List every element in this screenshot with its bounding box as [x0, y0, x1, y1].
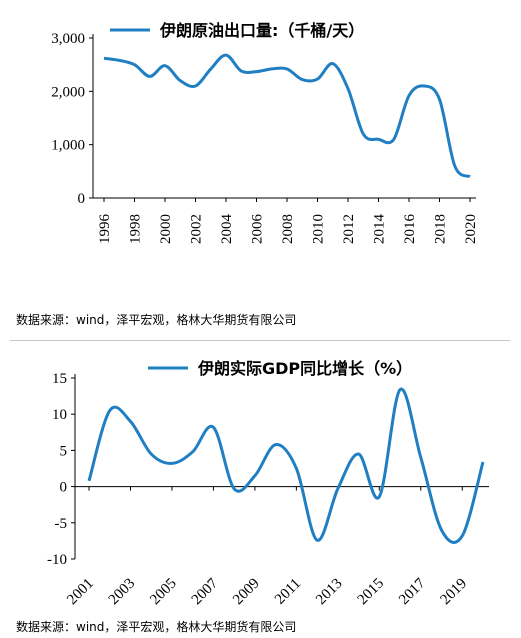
gdp-growth-data-point: [191, 450, 194, 453]
oil-export-x-tick-label: 1998: [128, 214, 144, 244]
oil-export-data-point: [225, 54, 228, 57]
oil-export-x-tick-label: 2008: [280, 214, 296, 244]
gdp-growth-data-point: [108, 409, 111, 412]
gdp-growth-data-point: [336, 487, 339, 490]
gdp-growth-data-point: [378, 495, 381, 498]
oil-export-x-tick-label: 2000: [158, 214, 174, 244]
oil-export-data-point: [453, 165, 456, 168]
oil-export-data-point: [270, 67, 273, 70]
gdp-growth-y-tick-label: 15: [52, 371, 67, 387]
oil-export-x-tick-label: 2016: [402, 214, 418, 245]
oil-export-x-tick-label: 2002: [189, 214, 205, 244]
gdp-growth-data-point: [88, 479, 91, 482]
oil-export-x-tick-label: 2006: [250, 214, 266, 245]
oil-export-data-point: [255, 70, 258, 73]
oil-export-data-point: [469, 175, 472, 178]
gdp-growth-chart: -10 -5 0 5 10 15 2001 2003 2005 2007 2009 2011 2013 2…: [0, 348, 521, 616]
gdp-growth-x-tick-label: 2013: [313, 576, 346, 609]
gdp-growth-x-tick-label: 2015: [355, 576, 388, 609]
gdp-growth-data-point: [316, 539, 319, 542]
oil-export-data-point: [118, 59, 121, 62]
oil-export-data-point: [347, 87, 350, 90]
gdp-growth-data-point: [357, 453, 360, 456]
gdp-growth-data-point: [461, 534, 464, 537]
gdp-growth-data-point: [295, 467, 298, 470]
divider: [10, 340, 510, 341]
oil-export-chart: 0 1,000 2,000 3,000 1996 1998 2000 2002 2004 2006…: [0, 0, 521, 295]
oil-export-data-point: [194, 85, 197, 88]
gdp-growth-legend-label: 伊朗实际GDP同比增长（%）: [197, 359, 412, 378]
gdp-growth-series-line: [87, 387, 485, 544]
gdp-growth-x-tick-label: 2005: [147, 576, 180, 609]
gdp-growth-data-point: [274, 443, 277, 446]
gdp-growth-data-point: [399, 388, 402, 391]
gdp-growth-x-tick-label: 2003: [106, 576, 139, 609]
gdp-growth-x-tick-label: 2017: [396, 575, 429, 608]
gdp-growth-x-tick-label: 2009: [230, 576, 263, 609]
oil-export-data-point: [331, 62, 334, 65]
source-note-top: 数据来源：wind，泽平宏观，格林大华期货有限公司: [16, 313, 297, 327]
gdp-growth-data-point: [419, 456, 422, 459]
gdp-growth-data-point: [212, 426, 215, 429]
oil-export-data-point: [316, 78, 319, 81]
oil-export-data-point: [392, 138, 395, 141]
oil-export-x-tick-label: 1996: [97, 214, 113, 245]
gdp-growth-data-point: [440, 529, 443, 532]
oil-export-data-point: [209, 67, 212, 70]
gdp-growth-y-tick-label: -5: [55, 516, 68, 532]
oil-export-x-tick-label: 2018: [433, 214, 449, 244]
oil-export-series-line: [103, 53, 471, 179]
oil-export-data-point: [286, 67, 289, 70]
gdp-growth-y-tick-label: 0: [60, 480, 68, 496]
gdp-growth-data-point: [233, 487, 236, 490]
gdp-growth-data-point: [253, 474, 256, 477]
oil-export-data-point: [423, 85, 426, 88]
oil-export-data-point: [164, 64, 167, 67]
oil-export-x-tick-label: 2010: [311, 214, 327, 244]
oil-export-data-point: [301, 78, 304, 81]
oil-export-data-point: [362, 133, 365, 136]
gdp-growth-y-tick-label: -10: [47, 552, 67, 568]
oil-export-data-point: [377, 138, 380, 141]
oil-export-data-point: [438, 98, 441, 101]
oil-export-data-point: [103, 57, 106, 60]
oil-export-data-point: [133, 63, 136, 66]
gdp-growth-y-tick-label: 5: [60, 443, 68, 459]
oil-export-data-point: [240, 70, 243, 73]
gdp-growth-data-point: [150, 453, 153, 456]
oil-export-x-tick-label: 2012: [341, 214, 357, 244]
oil-export-legend-label: 伊朗原油出口量:（千桶/天）: [159, 21, 364, 40]
oil-export-chart-svg: 0 1,000 2,000 3,000 1996 1998 2000 2002 2004 2006…: [51, 21, 479, 245]
gdp-growth-x-tick-label: 2007: [189, 575, 222, 608]
oil-export-x-tick-label: 2004: [219, 214, 235, 245]
oil-export-data-point: [148, 75, 151, 78]
source-note-bottom: 数据来源：wind，泽平宏观，格林大华期货有限公司: [16, 620, 297, 634]
gdp-growth-x-tick-label: 2019: [438, 576, 471, 609]
oil-export-y-tick-label: 3,000: [51, 31, 85, 47]
oil-export-data-point: [179, 79, 182, 82]
oil-export-x-tick-label: 2020: [463, 214, 479, 244]
gdp-growth-x-tick-label: 2011: [272, 576, 304, 608]
gdp-growth-y-tick-label: 10: [52, 407, 67, 423]
oil-export-data-point: [408, 94, 411, 97]
gdp-growth-data-point: [129, 420, 132, 423]
gdp-growth-x-tick-label: 2001: [64, 576, 97, 609]
gdp-growth-data-point: [482, 460, 485, 463]
gdp-growth-data-point: [170, 462, 173, 465]
oil-export-y-tick-label: 1,000: [51, 138, 85, 154]
oil-export-y-tick-label: 2,000: [51, 84, 85, 100]
oil-export-x-tick-label: 2014: [372, 214, 388, 245]
oil-export-y-tick-label: 0: [78, 191, 86, 207]
